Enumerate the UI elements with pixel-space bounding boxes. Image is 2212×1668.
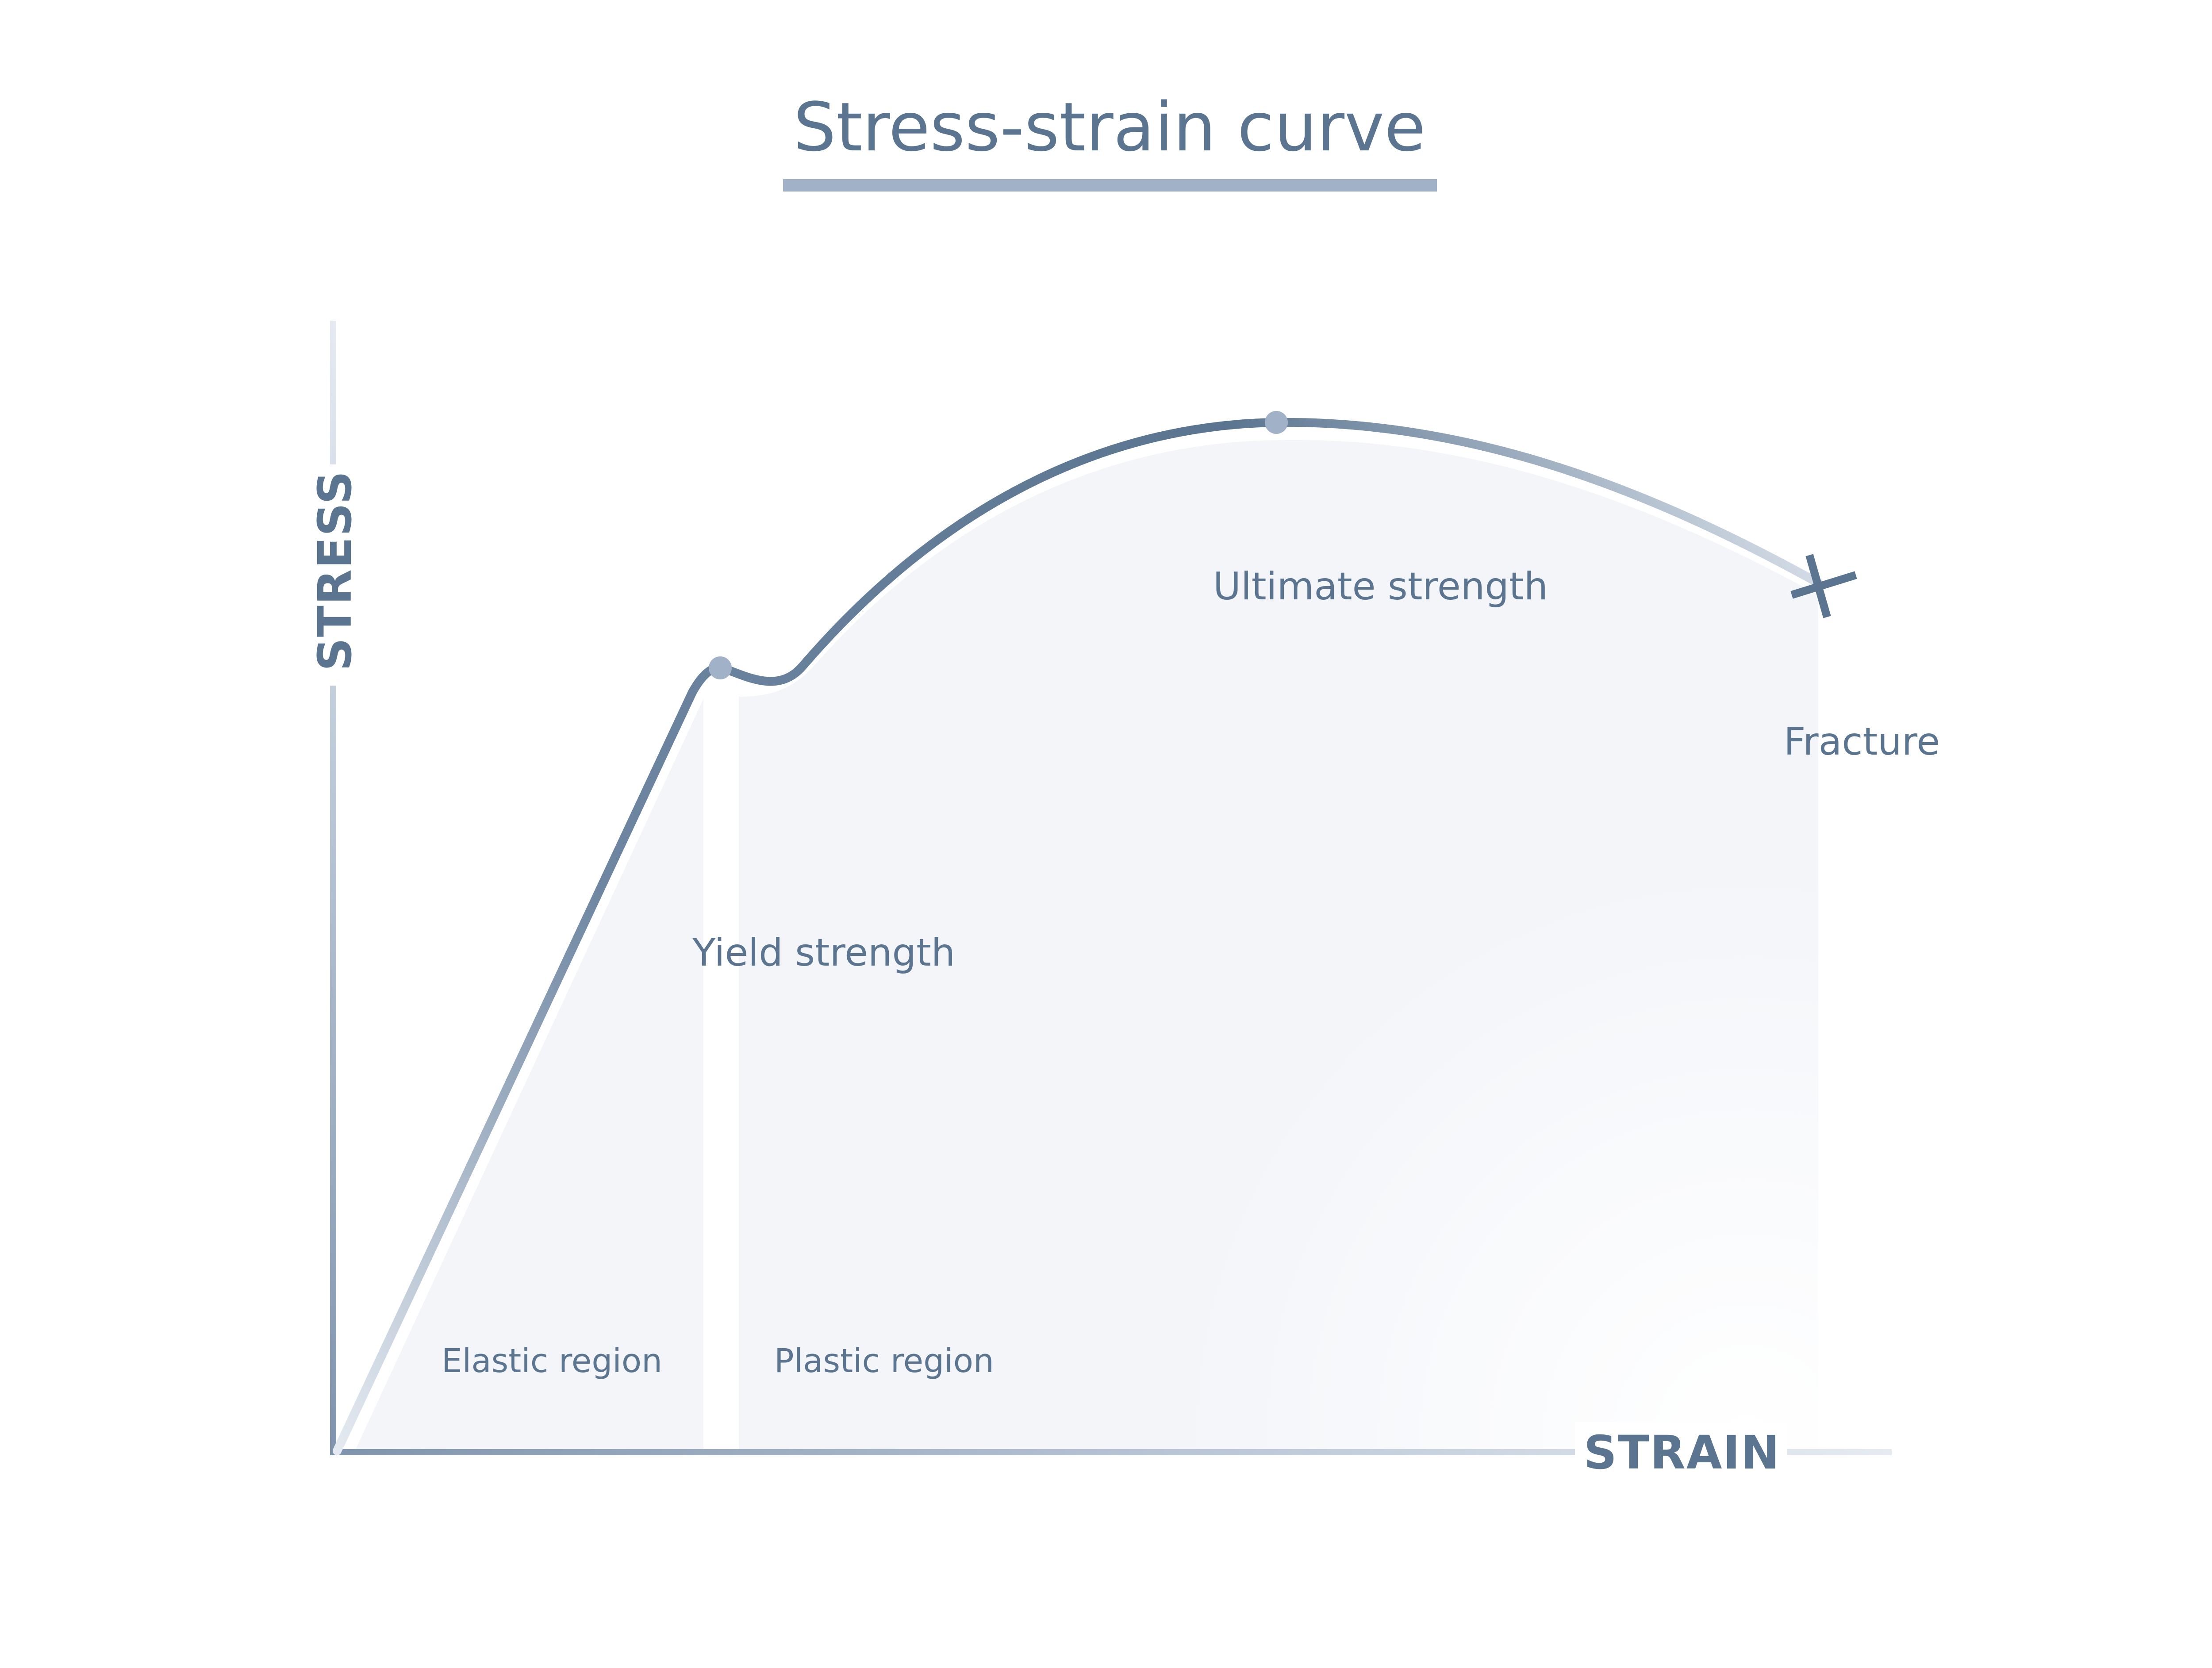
page-title: Stress-strain curve (793, 88, 1425, 166)
title-underline (783, 179, 1437, 192)
fracture-cross-icon (1790, 554, 1857, 618)
elastic-region-fill (354, 699, 703, 1453)
elastic-region-label: Elastic region (442, 1342, 662, 1380)
plastic-region-fill (739, 440, 1818, 1453)
y-axis-label: STRESS (308, 470, 362, 671)
ultimate-strength-label: Ultimate strength (1213, 564, 1548, 609)
x-axis-line (330, 1449, 1892, 1455)
ultimate-point-marker (1265, 411, 1288, 434)
plastic-region-label: Plastic region (774, 1342, 994, 1380)
y-axis-label-mask (310, 464, 358, 686)
x-axis-label: STRAIN (1584, 1426, 1780, 1480)
x-axis-label-mask (1575, 1422, 1787, 1484)
stress-strain-curve (333, 418, 1823, 1455)
yield-point-marker (709, 656, 732, 679)
yield-strength-label: Yield strength (692, 931, 955, 975)
fracture-label: Fracture (1784, 720, 1940, 764)
